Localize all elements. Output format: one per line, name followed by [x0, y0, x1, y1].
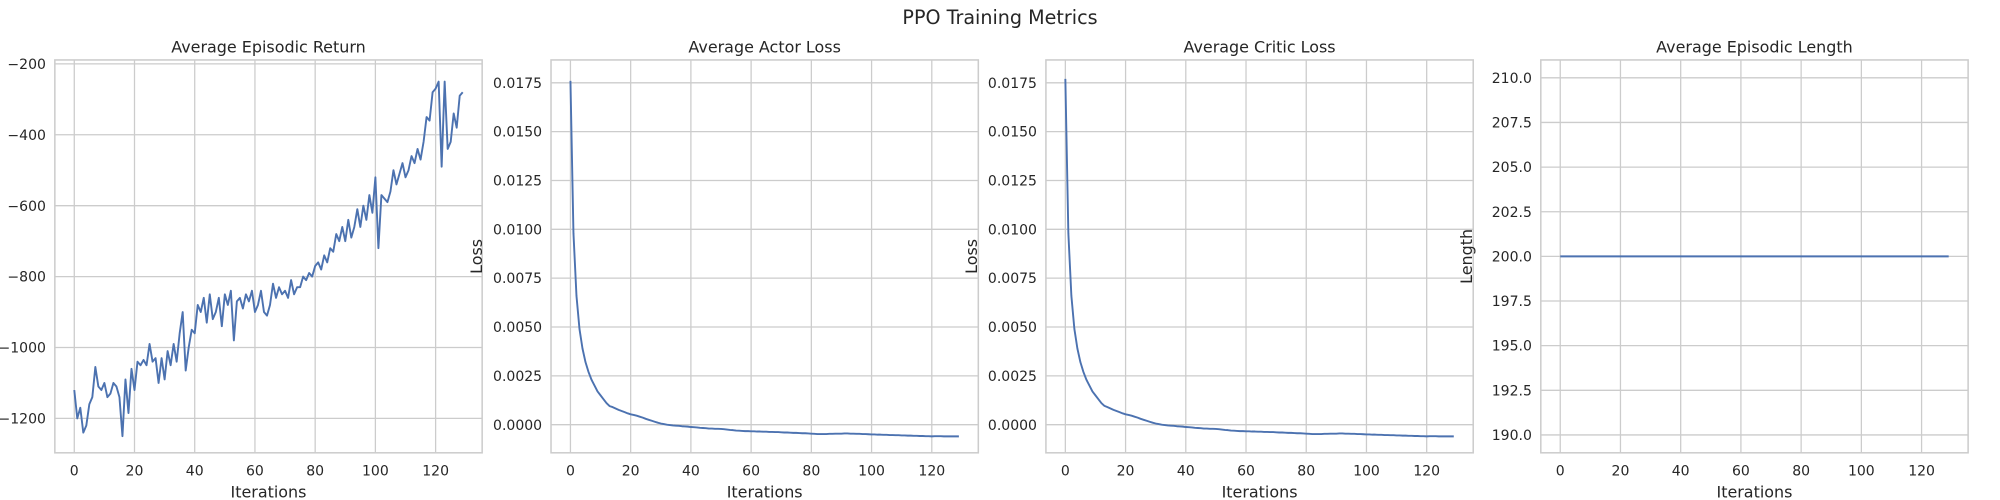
y-tick-label: 195.0	[1492, 339, 1532, 355]
y-tick-label: 0.0125	[493, 174, 542, 190]
y-tick-label: −600	[7, 199, 46, 215]
y-tick-label: 0.0125	[988, 174, 1037, 190]
y-tick-label: 0.0075	[493, 271, 542, 287]
x-tick-label: 80	[802, 464, 820, 480]
y-tick-label: 200.0	[1492, 249, 1532, 265]
x-axis-label: Iterations	[1717, 482, 1793, 500]
y-tick-label: 0.0050	[493, 320, 542, 336]
x-tick-label: 20	[126, 464, 144, 480]
axes-title: Average Episodic Length	[1656, 37, 1853, 56]
x-tick-label: 80	[1297, 464, 1315, 480]
axes-frame	[1540, 59, 1969, 454]
axes-frame	[1045, 59, 1474, 454]
x-tick-label: 0	[566, 464, 575, 480]
x-tick-label: 60	[246, 464, 264, 480]
y-tick-label: 190.0	[1492, 428, 1532, 444]
x-tick-label: 100	[1848, 464, 1875, 480]
y-tick-label: −1200	[0, 412, 46, 428]
x-tick-label: 20	[1612, 464, 1630, 480]
x-axis-label: Iterations	[231, 482, 307, 500]
x-tick-label: 0	[70, 464, 79, 480]
x-tick-label: 100	[858, 464, 885, 480]
x-tick-label: 40	[186, 464, 204, 480]
plot-area	[1045, 59, 1474, 453]
x-tick-label: 60	[742, 464, 760, 480]
x-tick-label: 0	[1061, 464, 1070, 480]
figure-title: PPO Training Metrics	[902, 6, 1097, 29]
x-tick-label: 100	[362, 464, 389, 480]
y-tick-label: 0.0050	[988, 320, 1037, 336]
y-axis-label: Loss	[962, 239, 981, 274]
y-tick-label: 0.0100	[493, 222, 542, 238]
x-tick-label: 120	[1908, 464, 1935, 480]
x-tick-label: 40	[1672, 464, 1690, 480]
x-tick-label: 120	[918, 464, 945, 480]
y-tick-label: −400	[7, 128, 46, 144]
y-axis-label: Loss	[467, 239, 486, 274]
x-axis-label: Iterations	[727, 482, 803, 500]
data-line	[569, 80, 959, 438]
x-tick-label: 120	[1413, 464, 1440, 480]
x-tick-label: 80	[306, 464, 324, 480]
y-tick-label: 0.0175	[493, 76, 542, 92]
x-tick-label: 40	[1177, 464, 1195, 480]
y-tick-label: −1000	[0, 341, 46, 357]
axes-frame	[550, 59, 980, 454]
y-tick-label: 210.0	[1492, 71, 1532, 87]
y-tick-label: 0.0000	[493, 418, 542, 434]
y-tick-label: 197.5	[1492, 294, 1532, 310]
axes-frame	[54, 59, 483, 454]
y-tick-label: −200	[7, 57, 46, 73]
y-tick-label: 0.0000	[988, 418, 1037, 434]
x-tick-label: 120	[422, 464, 449, 480]
y-tick-label: 0.0025	[493, 369, 542, 385]
x-tick-label: 100	[1353, 464, 1380, 480]
y-tick-label: −800	[7, 270, 46, 286]
axes-title: Average Actor Loss	[688, 37, 840, 56]
x-axis-label: Iterations	[1222, 482, 1298, 500]
y-tick-label: 205.0	[1492, 160, 1532, 176]
x-tick-label: 60	[1732, 464, 1750, 480]
x-tick-label: 60	[1237, 464, 1255, 480]
y-tick-label: 0.0100	[988, 222, 1037, 238]
axes-title: Average Episodic Return	[171, 37, 365, 56]
x-tick-label: 80	[1792, 464, 1810, 480]
axes-title: Average Critic Loss	[1184, 37, 1336, 56]
y-tick-label: 0.0150	[493, 125, 542, 141]
y-tick-label: 207.5	[1492, 116, 1532, 132]
y-tick-label: 0.0075	[988, 271, 1037, 287]
plot-area	[551, 59, 979, 453]
data-line	[73, 80, 464, 438]
y-tick-label: 0.0175	[988, 76, 1037, 92]
y-tick-label: 202.5	[1492, 205, 1532, 221]
x-tick-label: 20	[1117, 464, 1135, 480]
x-tick-label: 0	[1556, 464, 1565, 480]
x-tick-label: 20	[622, 464, 640, 480]
y-tick-label: 0.0150	[988, 125, 1037, 141]
y-tick-label: 0.0025	[988, 369, 1037, 385]
y-axis-label: Length	[1457, 229, 1476, 284]
x-tick-label: 40	[682, 464, 700, 480]
data-line	[1064, 78, 1454, 438]
y-tick-label: 192.5	[1492, 383, 1532, 399]
